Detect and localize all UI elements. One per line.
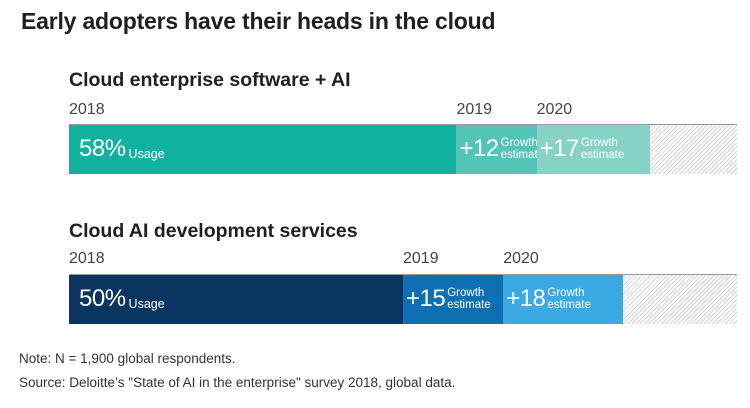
chart-1-year-2018: 2018	[69, 101, 105, 118]
chart-1-year-2019: 2019	[456, 101, 493, 118]
chart-1-growth-2020-label: Growth estimate	[580, 137, 625, 161]
chart-2-year-2020: 2020	[503, 250, 539, 267]
chart-1-growth-2019-value: +12	[459, 135, 499, 162]
chart-1-bar: 58% Usage +12 Growth estimate +17 Growth…	[69, 124, 737, 174]
chart-1-growth-2020-bar: +17 Growth estimate	[536, 124, 651, 174]
footnote-respondents: Note: N = 1,900 global respondents.	[19, 351, 236, 366]
chart-1-remainder-hatch	[650, 124, 737, 174]
chart-2-usage-bar: 50% Usage	[69, 274, 403, 324]
footnote-source: Source: Deloitte’s "State of AI in the e…	[19, 375, 456, 390]
chart-1-usage-label: Usage	[128, 146, 165, 161]
chart-2-usage-value: 50%	[79, 285, 126, 312]
chart-2-growth-2020-value: +18	[506, 285, 546, 312]
chart-2-growth-2019-value: +15	[406, 285, 446, 312]
chart-2-growth-2020-bar: +18 Growth estimate	[503, 274, 624, 324]
chart-2-title: Cloud AI development services	[69, 220, 358, 242]
chart-1-growth-2020-value: +17	[539, 135, 580, 162]
chart-1-year-2020: 2020	[536, 101, 573, 118]
chart-1-axis-line	[69, 124, 737, 125]
chart-2-bar: 50% Usage +15 Growth estimate +18 Growth…	[69, 274, 737, 324]
chart-2-year-2019: 2019	[403, 250, 439, 267]
chart-1-growth-2019-label: Growth estimate	[500, 137, 537, 161]
chart-2-remainder-hatch	[623, 274, 737, 324]
chart-2-growth-2019-bar: +15 Growth estimate	[403, 274, 504, 324]
chart-1-usage-bar: 58% Usage	[69, 124, 457, 174]
chart-2-usage-label: Usage	[128, 296, 165, 311]
chart-2-axis-line	[69, 274, 737, 275]
chart-title: Early adopters have their heads in the c…	[21, 8, 496, 34]
chart-2-year-2018: 2018	[69, 250, 105, 267]
chart-1-title: Cloud enterprise software + AI	[69, 69, 351, 91]
chart-2-growth-2020-label: Growth estimate	[547, 287, 591, 311]
chart-1-growth-2019-bar: +12 Growth estimate	[456, 124, 537, 174]
chart-1-usage-value: 58%	[79, 135, 126, 162]
chart-2-growth-2019-label: Growth estimate	[447, 287, 491, 311]
